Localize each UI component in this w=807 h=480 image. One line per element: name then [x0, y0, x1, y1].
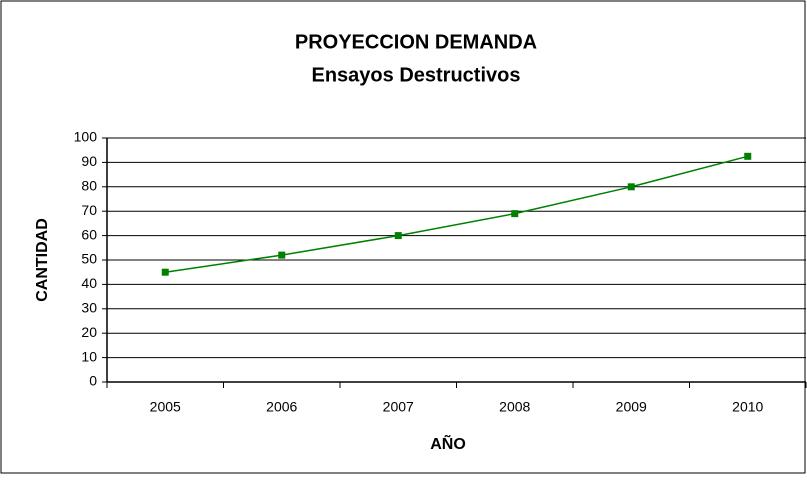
y-tick-label: 70 [81, 202, 97, 218]
y-tick-label: 0 [89, 373, 97, 389]
marker [744, 152, 752, 160]
y-axis-label: CANTIDAD [34, 218, 51, 302]
x-tick-label: 2009 [616, 399, 647, 415]
y-tick-label: 40 [81, 275, 97, 291]
y-tick-label: 100 [74, 129, 98, 145]
x-tick-label: 2007 [383, 399, 414, 415]
series-line [165, 155, 748, 273]
y-tick-label: 50 [81, 251, 97, 267]
chart-subtitle: Ensayos Destructivos [312, 64, 521, 86]
x-tick-label: 2006 [266, 399, 297, 415]
marker [627, 183, 635, 191]
x-tick-label: 2008 [499, 399, 530, 415]
marker [278, 251, 286, 259]
marker [394, 232, 402, 240]
x-tick-label: 2005 [150, 399, 181, 415]
marker [161, 268, 169, 276]
y-tick-label: 30 [81, 300, 97, 316]
y-tick-label: 20 [81, 324, 97, 340]
chart-title: PROYECCION DEMANDA [295, 31, 537, 53]
y-tick-label: 90 [81, 153, 97, 169]
y-tick-label: 80 [81, 178, 97, 194]
x-tick-label: 2010 [732, 399, 763, 415]
marker [511, 210, 519, 218]
x-axis-label: AÑO [430, 433, 466, 453]
y-tick-label: 10 [81, 348, 97, 364]
y-tick-label: 60 [81, 226, 97, 242]
